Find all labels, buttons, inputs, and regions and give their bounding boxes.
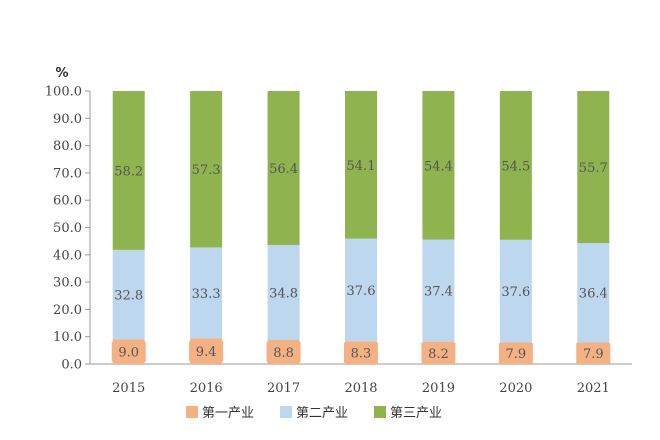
data-label-bg xyxy=(498,343,533,364)
y-tick-label: 30.0 xyxy=(53,276,82,291)
data-label: 56.4 xyxy=(269,162,298,177)
bar-segment-2 xyxy=(422,239,455,342)
data-label: 37.4 xyxy=(424,285,453,300)
bar-segment-2 xyxy=(267,244,300,340)
data-label: 8.3 xyxy=(351,347,372,362)
y-tick-label: 60.0 xyxy=(53,194,82,209)
data-label: 34.8 xyxy=(269,286,298,301)
data-label: 37.6 xyxy=(347,284,376,299)
data-label: 9.4 xyxy=(196,345,217,360)
y-tick-label: 0.0 xyxy=(61,358,82,373)
data-label: 8.2 xyxy=(428,347,449,362)
legend-swatch-1 xyxy=(186,406,198,418)
data-label: 7.9 xyxy=(583,347,604,362)
y-tick-label: 100.0 xyxy=(45,85,82,100)
legend-label-1: 第一产业 xyxy=(202,406,254,421)
data-label-bg xyxy=(344,342,378,363)
y-tick-label: 50.0 xyxy=(53,221,82,236)
data-label-bg xyxy=(111,341,146,362)
data-label: 9.0 xyxy=(118,346,139,361)
bars xyxy=(112,91,610,364)
legend: 第一产业 第二产业 第三产业 xyxy=(186,406,442,421)
data-label: 54.5 xyxy=(501,159,530,174)
data-label: 58.2 xyxy=(114,164,143,179)
x-category-label: 2018 xyxy=(344,381,377,396)
data-label: 8.8 xyxy=(273,346,294,361)
data-labels: 9.0 32.8 58.2 9.4 33.3 57.3 8.8 34.8 56.4 8.3 37.6… xyxy=(111,159,611,364)
bar-segment-3 xyxy=(422,91,455,240)
x-category-label: 2015 xyxy=(112,381,145,396)
data-label: 37.6 xyxy=(501,285,530,300)
y-axis-unit: % xyxy=(55,66,68,81)
bar-segment-2 xyxy=(577,243,610,343)
data-label: 57.3 xyxy=(192,163,221,178)
bar-segment-2 xyxy=(499,239,532,343)
bar-segment-3 xyxy=(190,91,223,248)
legend-label-2: 第二产业 xyxy=(296,406,348,421)
y-tick-label: 80.0 xyxy=(53,139,82,154)
legend-label-3: 第三产业 xyxy=(390,406,442,421)
data-label: 54.4 xyxy=(424,159,453,174)
bar-segment-3 xyxy=(267,91,300,245)
data-label: 33.3 xyxy=(192,287,221,302)
axes: % 0.0 10.0 20.0 30.0 40.0 50.0 60.0 70.0 80.0 90.0… xyxy=(45,66,632,396)
data-label-bg xyxy=(421,342,456,363)
bar-segment-3 xyxy=(577,91,610,244)
data-label-bg xyxy=(189,341,224,362)
y-tick-label: 20.0 xyxy=(53,303,82,318)
y-tick-label: 70.0 xyxy=(53,166,82,181)
legend-swatch-2 xyxy=(280,406,292,418)
legend-swatch-3 xyxy=(374,406,386,418)
x-category-label: 2017 xyxy=(267,381,300,396)
data-label-bg xyxy=(266,341,301,362)
y-tick-label: 90.0 xyxy=(53,112,82,127)
x-category-label: 2016 xyxy=(190,381,223,396)
bar-segment-3 xyxy=(499,91,532,240)
x-category-label: 2021 xyxy=(577,381,610,396)
bar-segment-2 xyxy=(190,247,223,339)
data-label: 7.9 xyxy=(506,347,527,362)
data-label: 32.8 xyxy=(114,289,143,304)
data-label-bg xyxy=(576,343,611,364)
bar-segment-2 xyxy=(345,238,377,342)
data-label: 55.7 xyxy=(579,161,608,176)
x-category-label: 2019 xyxy=(422,381,455,396)
data-label: 36.4 xyxy=(579,287,608,302)
x-category-label: 2020 xyxy=(499,381,532,396)
y-tick-label: 10.0 xyxy=(53,330,82,345)
bar-segment-3 xyxy=(345,91,377,239)
data-label: 54.1 xyxy=(347,159,376,174)
bar-segment-3 xyxy=(112,91,145,250)
y-tick-label: 40.0 xyxy=(53,248,82,263)
bar-segment-2 xyxy=(112,249,145,340)
